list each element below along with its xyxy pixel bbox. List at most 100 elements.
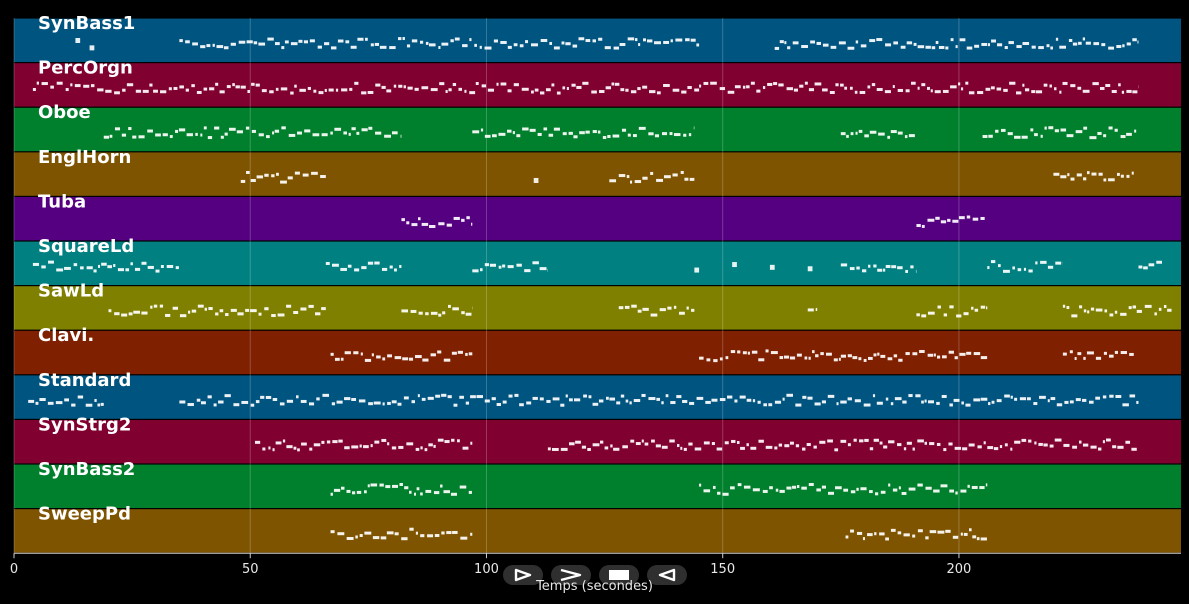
note [114,127,121,131]
note [502,264,506,268]
note [188,310,191,314]
note [300,307,307,311]
note [402,357,409,361]
note [186,133,193,137]
note [326,440,331,444]
note [206,44,211,48]
note [752,488,760,492]
note [1138,265,1143,269]
note [534,88,539,92]
note [1091,172,1097,176]
note [864,134,869,138]
note [997,43,1003,47]
note [464,89,467,93]
note [945,46,949,50]
note [877,268,883,272]
note [815,307,818,311]
note [778,83,784,87]
fast-forward-button[interactable] [551,565,591,585]
note [32,262,39,266]
note [952,535,959,539]
note [125,268,130,272]
note [956,314,962,318]
note [271,314,276,318]
note [565,394,568,398]
note [498,132,506,136]
note [262,447,266,451]
note [792,41,799,45]
note [343,131,347,135]
note [109,134,113,138]
note [421,222,429,226]
note [321,307,326,311]
note [1117,445,1124,449]
note [1010,447,1013,451]
note [404,486,409,490]
note [620,394,625,398]
note [428,43,436,47]
note [433,491,440,495]
note [991,39,996,43]
note [338,439,343,443]
note [147,129,153,133]
note [1008,41,1014,45]
note [699,483,702,487]
note [844,86,848,90]
note [592,443,600,447]
note [447,395,452,399]
note [635,442,641,446]
note [634,180,642,184]
note [966,46,973,50]
note [936,442,941,446]
note [613,46,619,50]
note [280,87,288,91]
note [367,90,374,94]
note [669,132,673,136]
note [238,40,246,44]
note [833,358,838,362]
note [1129,394,1136,398]
note [971,485,978,489]
stop-button[interactable] [599,565,639,585]
note [562,86,566,90]
note [980,305,986,309]
note [437,350,442,354]
note [56,268,64,272]
note [775,488,779,492]
note [1040,260,1047,264]
note [888,440,895,444]
rewind-button[interactable] [647,565,687,585]
note [860,44,867,48]
note [1068,38,1073,42]
note [927,353,934,357]
note [1105,438,1111,442]
note [424,448,428,452]
note [813,445,817,449]
track-lane [14,107,1181,152]
note [155,133,161,137]
note [974,44,980,48]
note [743,485,751,489]
note [609,397,616,401]
note [374,440,380,444]
note [565,42,571,46]
note [1103,351,1107,355]
play-button[interactable] [503,565,543,585]
note [858,129,863,133]
note [625,399,629,403]
note [1075,398,1081,402]
note [135,89,142,93]
note [737,350,741,354]
note [679,311,685,315]
note [382,402,385,406]
note [750,81,755,85]
note [418,217,421,221]
note [286,304,292,308]
note [1078,41,1082,45]
note [280,180,287,184]
track-lane [14,464,1181,508]
note [250,309,257,313]
note [226,85,231,89]
note [810,40,816,44]
note [795,444,800,448]
